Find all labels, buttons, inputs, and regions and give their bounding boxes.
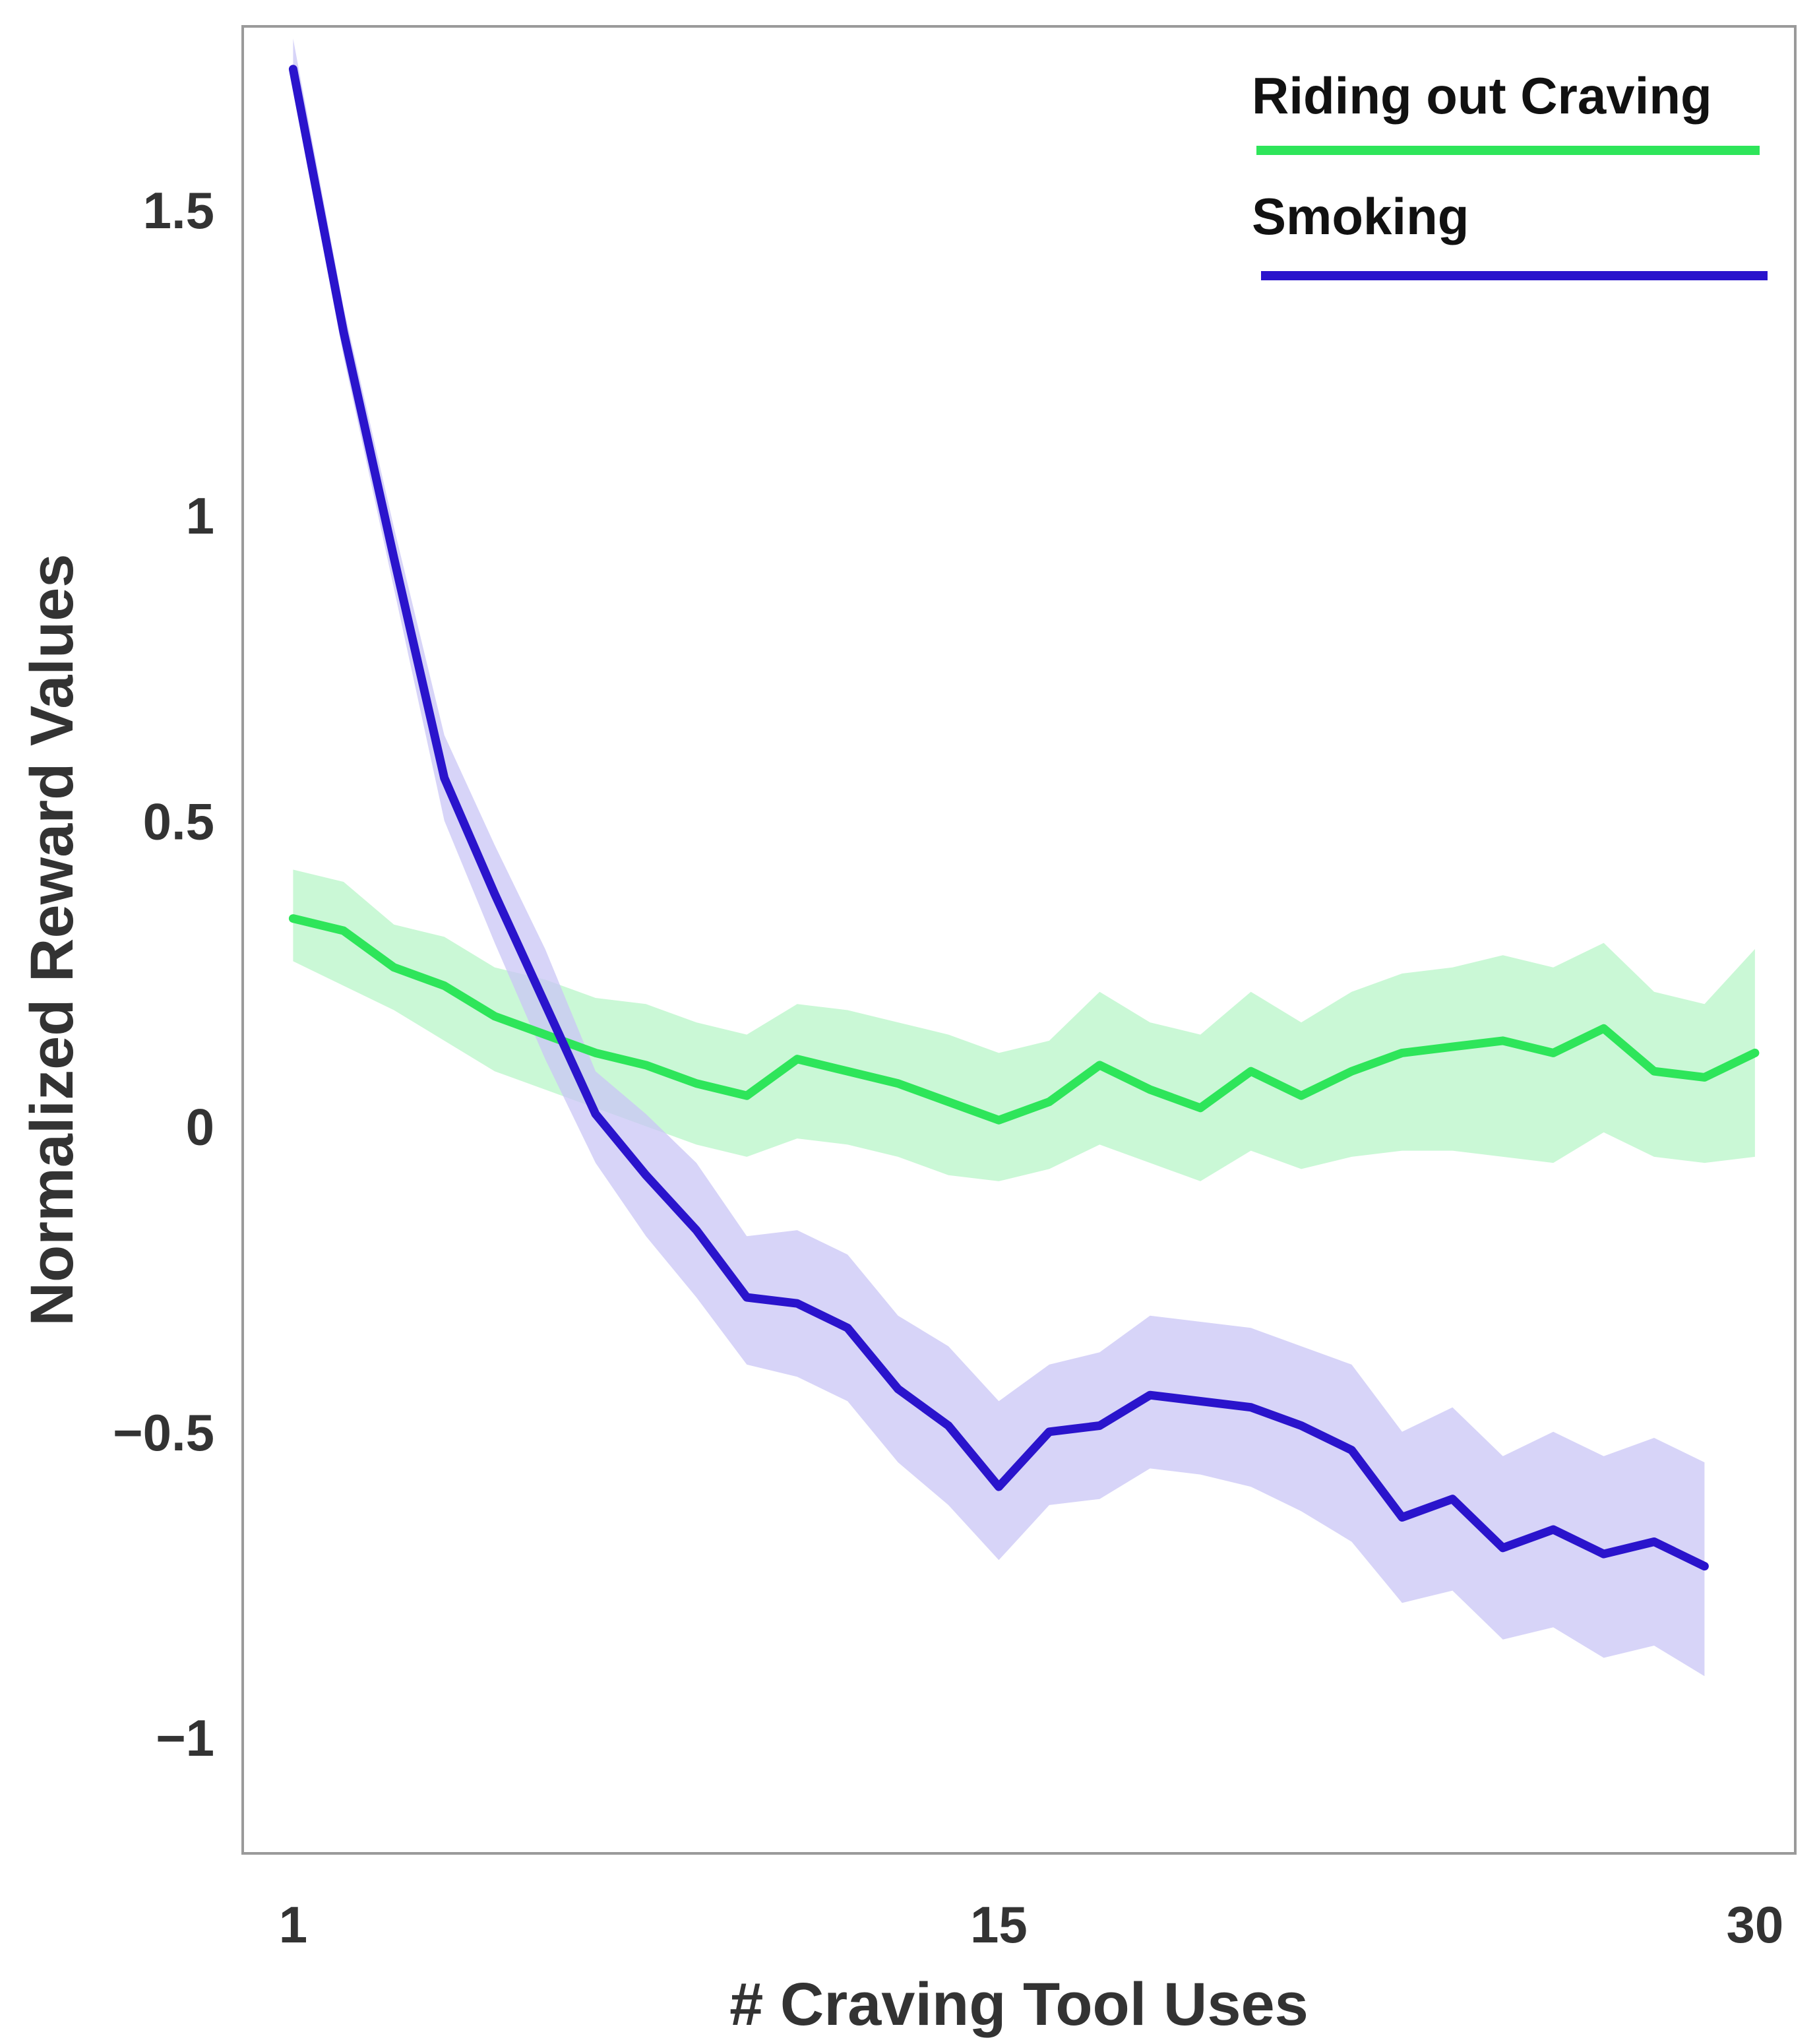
y-tick-label: 0.5 — [143, 792, 214, 850]
band-riding-out-craving — [293, 869, 1755, 1181]
legend: Riding out Craving Smoking — [1252, 67, 1768, 280]
x-axis-title: # Craving Tool Uses — [729, 1971, 1309, 2038]
band-smoking — [293, 38, 1705, 1677]
line-riding-out-craving — [288, 914, 1760, 1125]
x-axis-ticks: 1 15 30 — [279, 1896, 1784, 1954]
y-axis-title: Normalized Reward Values — [18, 554, 86, 1326]
y-tick-label: 1.5 — [143, 181, 214, 239]
line-smoking — [288, 65, 1709, 1571]
x-tick-label: 15 — [970, 1896, 1028, 1954]
legend-label-smoking: Smoking — [1252, 187, 1469, 245]
y-axis-ticks: 1.5 1 0.5 0 −0.5 −1 — [113, 181, 214, 1767]
y-tick-label: 1 — [186, 487, 214, 545]
y-tick-label: −0.5 — [113, 1404, 214, 1462]
x-tick-label: 1 — [279, 1896, 307, 1954]
series-lines — [288, 65, 1760, 1571]
confidence-bands — [293, 38, 1755, 1677]
y-tick-label: 0 — [186, 1098, 214, 1156]
legend-label-riding-out-craving: Riding out Craving — [1252, 67, 1712, 125]
x-tick-label: 30 — [1727, 1896, 1784, 1954]
y-tick-label: −1 — [156, 1709, 214, 1767]
